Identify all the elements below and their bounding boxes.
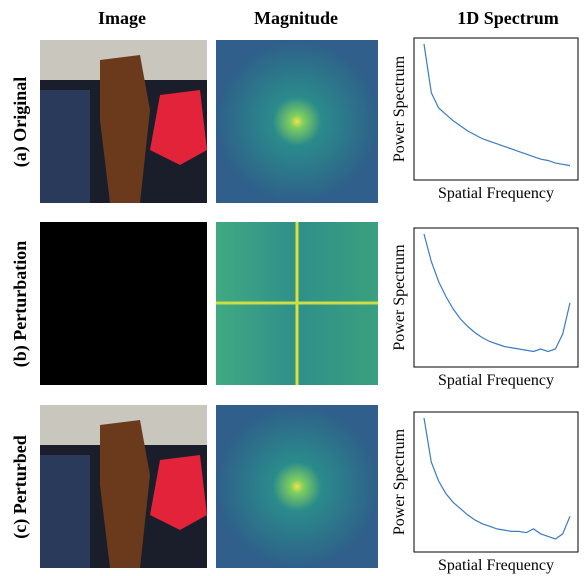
spectrum-line bbox=[423, 43, 571, 167]
x-axis-label: Spatial Frequency bbox=[438, 372, 554, 389]
perturbation-image bbox=[40, 222, 207, 385]
spectrum-line bbox=[423, 233, 571, 353]
magnitude-spectrum bbox=[216, 222, 378, 385]
x-axis-label: Spatial Frequency bbox=[438, 557, 554, 574]
y-axis-label: Power Spectrum bbox=[391, 428, 408, 535]
photo bbox=[40, 40, 207, 203]
spectrum-line bbox=[423, 417, 571, 540]
column-header: 1D Spectrum bbox=[457, 8, 559, 28]
x-axis-label: Spatial Frequency bbox=[438, 185, 554, 202]
y-axis-label: Power Spectrum bbox=[391, 55, 408, 162]
plot-frame bbox=[413, 37, 579, 181]
y-axis-label: Power Spectrum bbox=[391, 244, 408, 351]
magnitude-spectrum bbox=[216, 405, 378, 568]
row-label: (a) Original bbox=[10, 77, 31, 168]
column-header: Magnitude bbox=[254, 8, 338, 28]
plot-frame bbox=[413, 411, 579, 553]
photo bbox=[40, 405, 207, 568]
column-header: Image bbox=[98, 8, 146, 28]
magnitude-spectrum bbox=[216, 40, 378, 203]
row-label: (b) Perturbation bbox=[10, 241, 31, 367]
row-label: (c) Perturbed bbox=[10, 435, 31, 538]
plot-frame bbox=[413, 227, 579, 368]
